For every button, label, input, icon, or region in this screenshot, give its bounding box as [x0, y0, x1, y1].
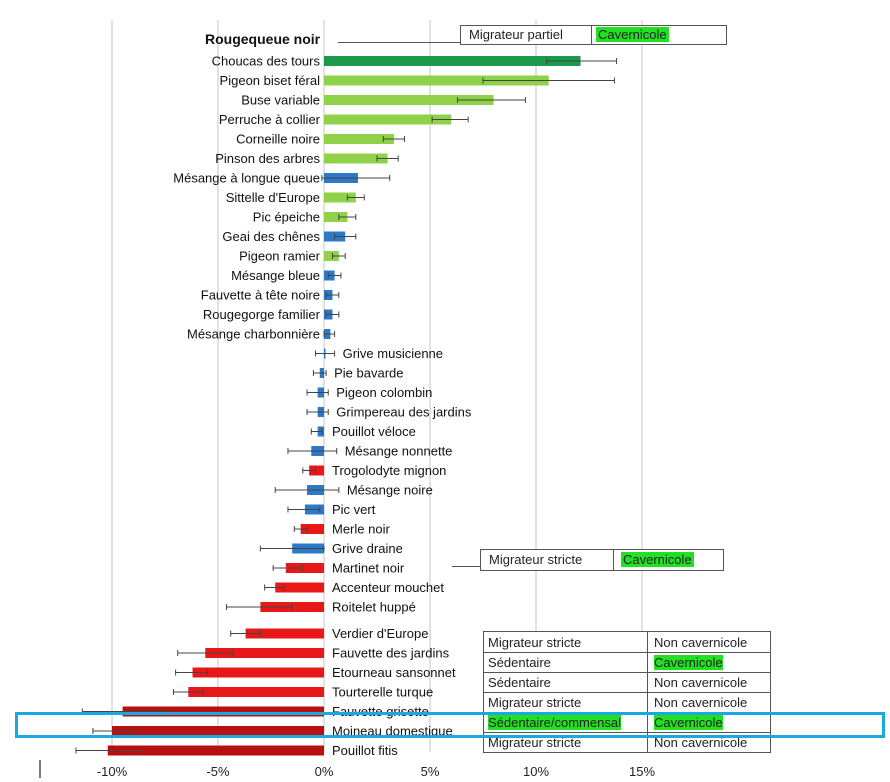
category-label: Pinson des arbres: [215, 151, 320, 166]
x-tick-label: 15%: [629, 764, 655, 779]
bar: [324, 75, 549, 86]
category-label: Mésange noire: [347, 483, 433, 498]
category-label: Martinet noir: [332, 561, 405, 576]
x-tick-label: 10%: [523, 764, 549, 779]
error-bars: [75, 58, 618, 754]
category-label: Mésange bleue: [231, 268, 320, 283]
martinet-status-box: Migrateur stricte Cavernicole: [480, 549, 724, 571]
martinet-status-label: Migrateur stricte: [489, 552, 583, 567]
category-label: Geai des chênes: [222, 229, 320, 244]
rougequeue-leader-line: [338, 42, 462, 43]
category-label: Pigeon ramier: [239, 249, 321, 264]
bar: [188, 687, 324, 697]
category-label: Grive musicienne: [343, 346, 443, 361]
category-label: Mésange à longue queue: [173, 171, 320, 186]
bar: [192, 667, 324, 678]
category-label: Pouillot véloce: [332, 424, 416, 439]
top-box-divider: [591, 26, 592, 44]
trait-nesting: Non cavernicole: [654, 735, 748, 750]
trait-nesting: Non cavernicole: [654, 695, 748, 710]
category-label: Fauvette des jardins: [332, 646, 450, 661]
martinet-nesting-label: Cavernicole: [621, 552, 694, 567]
category-label: Pigeon colombin: [336, 385, 432, 400]
category-label: Mésange nonnette: [345, 444, 453, 459]
trait-table-rule: [484, 652, 770, 653]
category-label: Pigeon biset féral: [220, 73, 321, 88]
bar: [324, 56, 581, 66]
trait-nesting: Cavernicole: [654, 655, 723, 670]
trait-table-rule: [484, 672, 770, 673]
x-tick-label: 0%: [315, 764, 334, 779]
category-label: Corneille noire: [236, 132, 320, 147]
category-label: Merle noir: [332, 522, 390, 537]
top-status-label: Migrateur partiel: [469, 27, 563, 42]
category-label: Choucas des tours: [212, 54, 321, 69]
x-tick-label: 5%: [421, 764, 440, 779]
martinet-leader-line: [452, 566, 482, 567]
bar: [275, 582, 324, 593]
bar: [205, 648, 324, 658]
x-tick-labels: -10% -5% 0% 5% 10% 15%: [97, 764, 656, 779]
category-label: Trogolodyte mignon: [332, 463, 446, 478]
trait-table-rule: [484, 692, 770, 693]
category-label: Moineau domestique: [332, 724, 453, 739]
category-label: Verdier d'Europe: [332, 626, 428, 641]
category-label: Sittelle d'Europe: [226, 190, 320, 205]
category-label: Fauvette à tête noire: [201, 288, 320, 303]
bar: [309, 465, 324, 476]
category-label: Grive draine: [332, 541, 403, 556]
bar: [285, 563, 324, 573]
trait-table: Migrateur stricte Non cavernicole Sédent…: [483, 631, 771, 753]
bar: [324, 134, 394, 144]
bar: [107, 745, 324, 756]
category-label: Grimpereau des jardins: [336, 405, 472, 420]
category-label: Fauvette grisette: [332, 704, 429, 719]
bar: [112, 726, 324, 736]
trait-status: Migrateur stricte: [488, 735, 582, 750]
trait-status: Migrateur stricte: [488, 695, 582, 710]
category-label: Pie bavarde: [334, 366, 403, 381]
bar: [245, 628, 324, 639]
top-nesting-label: Cavernicole: [596, 27, 669, 42]
bar: [324, 153, 388, 164]
bar: [324, 192, 356, 203]
trait-status: Sédentaire: [488, 655, 551, 670]
category-label: Etourneau sansonnet: [332, 665, 456, 680]
trait-table-rule: [484, 732, 770, 733]
trait-nesting: Non cavernicole: [654, 675, 748, 690]
bar: [300, 524, 324, 534]
martinet-box-divider: [613, 550, 614, 570]
category-label: Pic épeiche: [253, 210, 320, 225]
category-label: Roitelet huppé: [332, 600, 416, 615]
bar: [122, 706, 324, 717]
selection-highlight-box: [15, 712, 885, 738]
x-tick-label: -10%: [97, 764, 128, 779]
category-label: Tourterelle turque: [332, 685, 433, 700]
top-status-box: Migrateur partiel Cavernicole: [460, 25, 727, 45]
bar: [324, 114, 452, 125]
category-label: Buse variable: [241, 93, 320, 108]
trait-status: Sédentaire/commensal: [488, 715, 621, 730]
category-label: Perruche à collier: [219, 112, 321, 127]
bar: [324, 251, 339, 261]
x-tick-label: -5%: [206, 764, 230, 779]
category-labels: Choucas des tours Pigeon biset féral Buse …: [173, 54, 472, 759]
trait-nesting: Cavernicole: [654, 715, 723, 730]
rougequeue-title: Rougequeue noir: [205, 31, 321, 47]
bar: [324, 212, 348, 222]
trait-status: Migrateur stricte: [488, 635, 582, 650]
bar: [324, 95, 494, 105]
category-label: Rougegorge familier: [203, 307, 321, 322]
category-label: Mésange charbonnière: [187, 327, 320, 342]
category-label: Pic vert: [332, 502, 376, 517]
category-label: Pouillot fitis: [332, 743, 398, 758]
trait-nesting: Non cavernicole: [654, 635, 748, 650]
trait-status: Sédentaire: [488, 675, 551, 690]
category-label: Accenteur mouchet: [332, 580, 444, 595]
